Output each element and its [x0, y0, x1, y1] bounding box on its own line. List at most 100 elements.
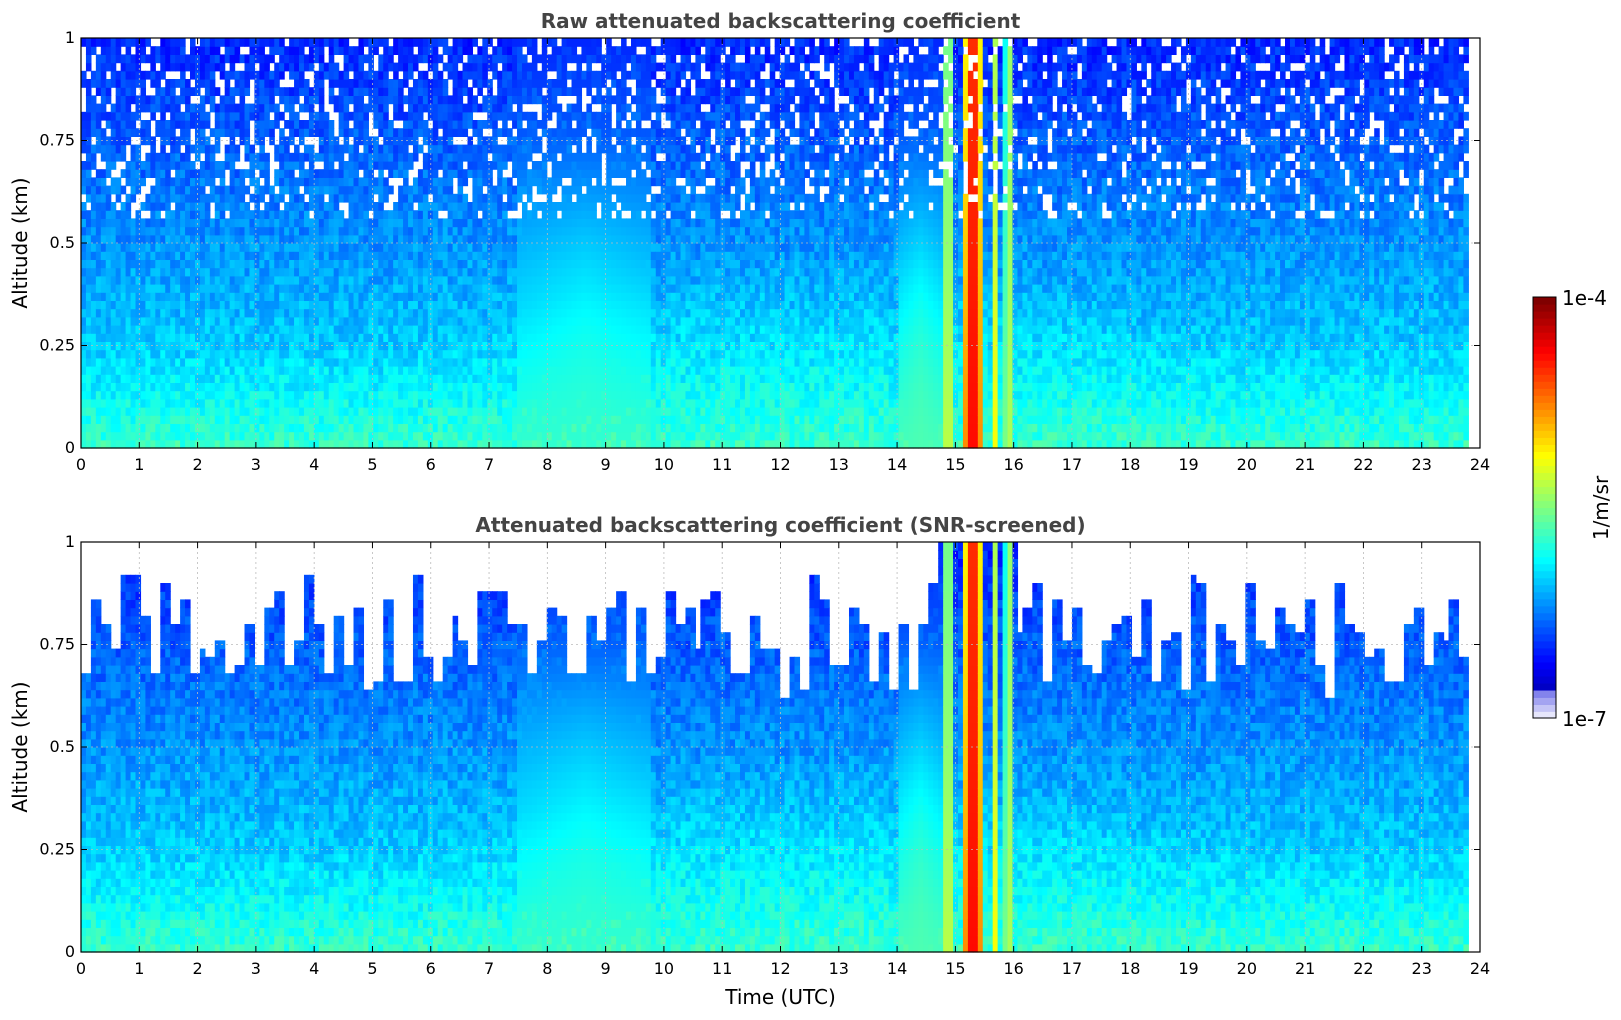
heatmap-cell [328, 382, 335, 392]
heatmap-cell [308, 308, 315, 318]
heatmap-cell [422, 325, 429, 334]
heatmap-cell [378, 177, 384, 187]
heatmap-cell [204, 210, 211, 219]
heatmap-cell [353, 70, 360, 80]
heatmap-cell [100, 316, 107, 326]
heatmap-cell [472, 439, 478, 449]
heatmap-cell [408, 390, 414, 400]
heatmap-cell [234, 275, 241, 285]
heatmap-cell [502, 103, 508, 113]
heatmap-cell [526, 423, 533, 433]
heatmap-cell [383, 54, 389, 64]
heatmap-cell [462, 284, 469, 293]
heatmap-cell [120, 70, 127, 80]
heatmap-cell [561, 357, 568, 367]
heatmap-cell [358, 382, 365, 392]
heatmap-cell [452, 275, 459, 285]
heatmap-cell [477, 120, 483, 129]
heatmap-cell [175, 407, 181, 416]
heatmap-cell [289, 226, 295, 236]
heatmap-cell [165, 62, 171, 72]
heatmap-cell [318, 366, 325, 375]
heatmap-cell [616, 374, 622, 383]
heatmap-cell [145, 267, 151, 277]
heatmap-cell [383, 193, 389, 203]
heatmap-cell [85, 46, 92, 55]
heatmap-cell [457, 374, 464, 383]
heatmap-cell [190, 161, 196, 170]
heatmap-cell [254, 218, 260, 228]
heatmap-cell [368, 308, 374, 318]
heatmap-cell [536, 177, 543, 187]
heatmap-cell [90, 259, 97, 269]
heatmap-cell [338, 234, 345, 244]
heatmap-cell [303, 366, 310, 375]
heatmap-cell [581, 202, 587, 211]
heatmap-cell [170, 398, 176, 408]
heatmap-cell [398, 234, 404, 244]
heatmap-cell [214, 431, 221, 441]
heatmap-cell [313, 333, 320, 342]
heatmap-cell [447, 185, 454, 195]
heatmap-cell [209, 103, 216, 113]
heatmap-cell [363, 357, 369, 367]
heatmap-cell [447, 259, 454, 269]
heatmap-cell [155, 177, 161, 187]
heatmap-cell [383, 423, 389, 433]
heatmap-cell [551, 267, 558, 277]
heatmap-cell [110, 79, 117, 88]
heatmap-cell [502, 390, 508, 400]
heatmap-cell [422, 259, 429, 269]
heatmap-cell [566, 259, 573, 269]
heatmap-cell [294, 226, 300, 236]
heatmap-cell [85, 366, 92, 375]
heatmap-cell [264, 234, 270, 244]
heatmap-cell [294, 111, 300, 121]
heatmap-cell [100, 333, 107, 342]
heatmap-cell [254, 161, 260, 170]
heatmap-cell [165, 95, 171, 105]
heatmap-cell [403, 185, 409, 195]
heatmap-cell [606, 259, 612, 269]
heatmap-cell [412, 366, 419, 375]
heatmap-cell [299, 267, 305, 277]
heatmap-cell [502, 439, 508, 449]
heatmap-cell [487, 251, 493, 260]
heatmap-cell [323, 218, 330, 228]
heatmap-cell [472, 202, 478, 211]
heatmap-cell [561, 325, 568, 334]
heatmap-cell [606, 234, 612, 244]
heatmap-cell [224, 374, 231, 383]
heatmap-cell [160, 259, 166, 269]
heatmap-cell [566, 316, 573, 326]
heatmap-cell [323, 374, 330, 383]
heatmap-cell [125, 95, 132, 105]
heatmap-cell [487, 202, 493, 211]
heatmap-cell [160, 169, 166, 178]
heatmap-cell [249, 111, 256, 121]
heatmap-cell [591, 120, 597, 129]
heatmap-cell [492, 259, 498, 269]
heatmap-cell [115, 234, 122, 244]
heatmap-cell [576, 152, 583, 162]
heatmap-cell [323, 177, 330, 187]
heatmap-cell [85, 407, 92, 416]
heatmap-cell [393, 267, 399, 277]
heatmap-cell [333, 423, 340, 433]
heatmap-cell [393, 341, 399, 351]
heatmap-cell [457, 292, 464, 301]
heatmap-cell [492, 243, 498, 252]
heatmap-cell [338, 95, 345, 105]
heatmap-cell [482, 46, 488, 55]
heatmap-cell [457, 349, 464, 359]
heatmap-cell [125, 366, 132, 375]
heatmap-cell [348, 152, 355, 162]
heatmap-cell [477, 251, 483, 260]
heatmap-cell [546, 38, 553, 47]
heatmap-cell [502, 325, 508, 334]
heatmap-cell [284, 103, 290, 113]
heatmap-cell [229, 210, 236, 219]
heatmap-cell [100, 144, 107, 154]
heatmap-cell [85, 54, 92, 64]
heatmap-cell [507, 234, 513, 244]
